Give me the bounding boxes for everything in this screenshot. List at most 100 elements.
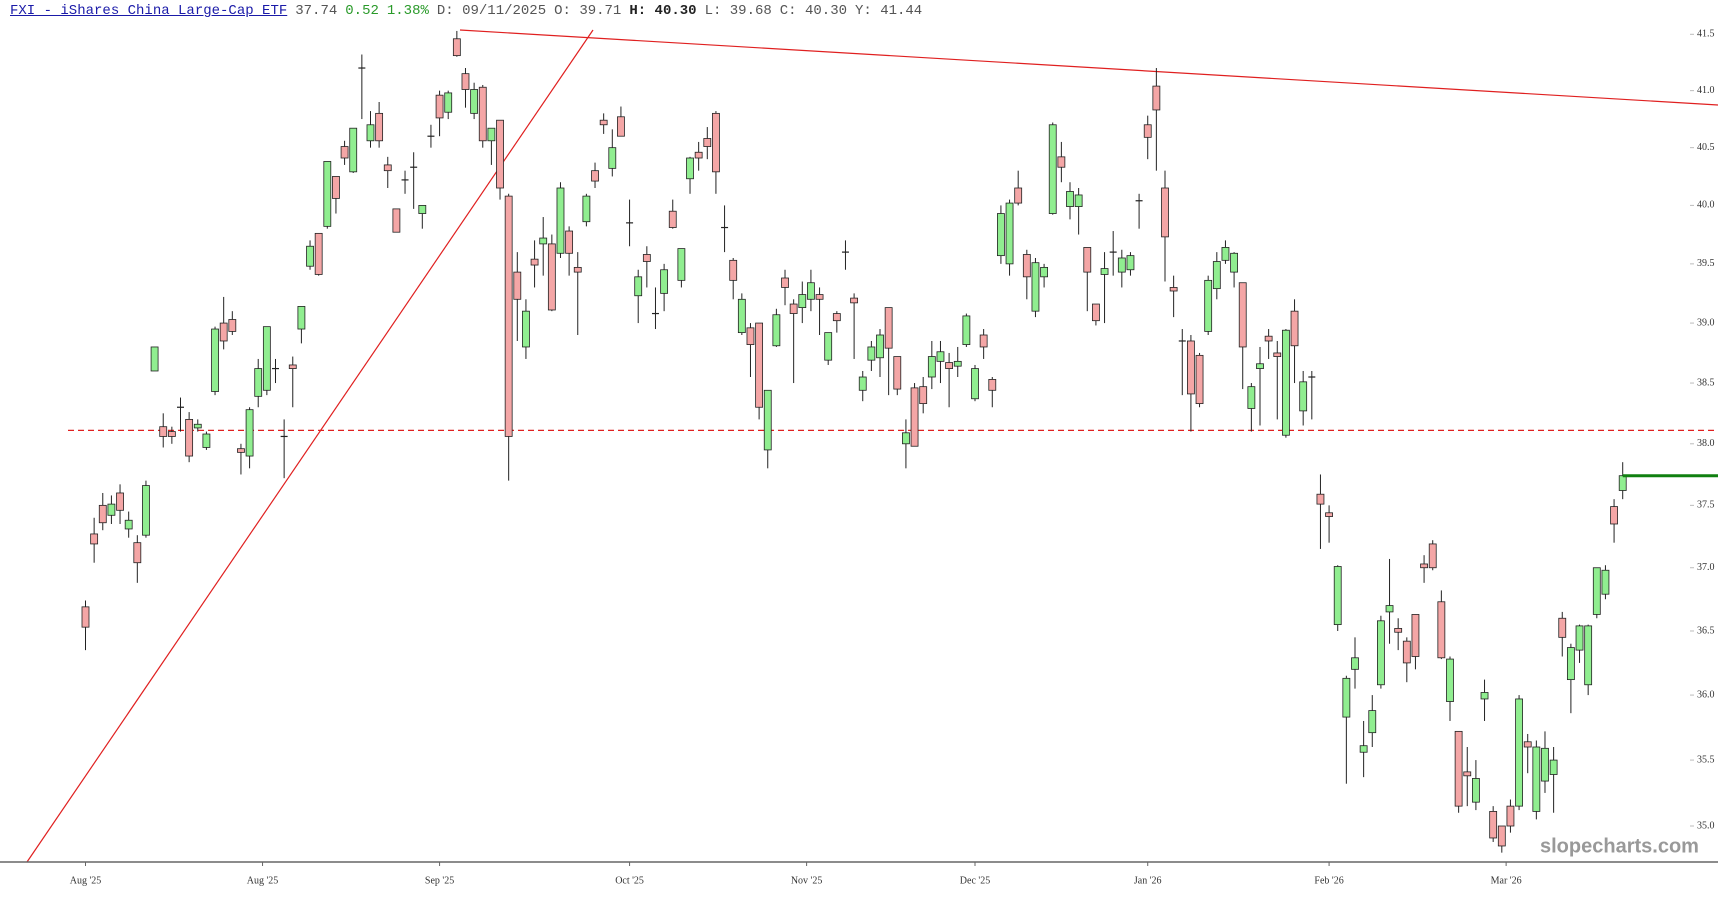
- candle-body: [1385, 605, 1394, 613]
- candle-body: [660, 269, 669, 294]
- x-tick-label: Jan '26: [1134, 875, 1162, 886]
- candle-body: [755, 322, 764, 408]
- candle-body: [1273, 352, 1282, 357]
- x-tick-label: Sep '25: [425, 875, 454, 886]
- candle-body: [323, 161, 332, 227]
- candle-body: [573, 266, 582, 273]
- candle-body: [262, 326, 271, 391]
- candle-body: [1325, 512, 1333, 517]
- x-tick-label: Aug '25: [247, 875, 279, 886]
- y-tick-label: 38.0: [1697, 438, 1715, 449]
- candle-body: [185, 418, 194, 457]
- candle-body: [1074, 194, 1083, 207]
- candle-body: [668, 210, 677, 228]
- candle-body: [884, 307, 893, 349]
- y-tick-label: 37.0: [1697, 562, 1715, 573]
- change-pct: 1.38%: [386, 3, 429, 19]
- candle-body: [1359, 745, 1368, 753]
- candle-body: [1299, 381, 1308, 412]
- candle-body: [789, 303, 798, 314]
- candle-body: [513, 271, 522, 300]
- candle-body: [1489, 811, 1498, 839]
- candle-body: [418, 205, 427, 214]
- candle-body: [1161, 187, 1169, 238]
- candle-body: [98, 504, 107, 524]
- candle-body: [90, 533, 99, 545]
- candle-body: [1256, 363, 1264, 369]
- watermark: slopecharts.com: [1540, 835, 1699, 857]
- quote-header: FXI - iShares China Large-Cap ETF 37.74 0.…: [10, 3, 930, 19]
- y-tick-label: 35.5: [1697, 754, 1715, 765]
- y-tick-label: 37.5: [1697, 500, 1715, 511]
- candle-body: [867, 346, 876, 361]
- y-tick-label: 41.0: [1697, 85, 1715, 96]
- open: O: 39.71: [554, 3, 622, 19]
- candle-body: [1506, 805, 1515, 827]
- candle-body: [798, 294, 807, 309]
- candle-body: [107, 503, 116, 516]
- candle-body: [193, 423, 202, 429]
- symbol-link[interactable]: FXI - iShares China Large-Cap ETF: [10, 3, 288, 19]
- candle-body: [1316, 493, 1325, 505]
- candle-body: [1264, 335, 1273, 342]
- candle-body: [1610, 506, 1618, 525]
- candle-body: [1238, 282, 1247, 348]
- candle-body: [608, 147, 617, 169]
- y-tick-label: 36.0: [1697, 689, 1715, 700]
- trendline: [26, 29, 594, 863]
- candle-body: [1221, 247, 1230, 261]
- candle-body: [1558, 617, 1567, 638]
- candle-body: [781, 277, 789, 288]
- candle-body: [1601, 569, 1610, 595]
- candle-body: [893, 356, 902, 390]
- y-tick-label: 39.0: [1697, 317, 1715, 328]
- candle-body: [1575, 625, 1584, 651]
- candle-body: [945, 362, 953, 369]
- candle-body: [452, 38, 461, 57]
- candle-body: [1247, 386, 1256, 409]
- y-tick-label: 36.5: [1697, 625, 1715, 636]
- candle-body: [997, 213, 1005, 257]
- low: L: 39.68: [704, 3, 772, 19]
- candle-body: [1454, 730, 1463, 807]
- candle-body: [979, 334, 988, 348]
- candle-body: [1290, 310, 1299, 347]
- candle-body: [1471, 778, 1480, 803]
- candle-body: [807, 282, 815, 300]
- candle-body: [1057, 156, 1066, 168]
- candle-body: [1187, 340, 1195, 395]
- candle-body: [1204, 279, 1213, 332]
- high-label: H:: [629, 3, 647, 19]
- candle-body: [634, 276, 643, 297]
- candle-body: [1022, 254, 1031, 278]
- date: D: 09/11/2025: [436, 3, 547, 19]
- high: H: 40.30: [629, 3, 696, 19]
- candle-body: [1092, 303, 1100, 322]
- candle-body: [435, 94, 444, 119]
- candle-body: [902, 432, 910, 445]
- trendline: [459, 29, 1718, 106]
- year: Y: 41.44: [855, 3, 923, 19]
- candle-body: [375, 112, 384, 142]
- candle-body: [1532, 746, 1541, 812]
- candle-body: [1333, 566, 1342, 626]
- candle-body: [1169, 287, 1178, 292]
- x-tick-label: Aug '25: [70, 875, 102, 886]
- candle-body: [124, 519, 133, 530]
- candle-body: [677, 248, 686, 281]
- candle-body: [1437, 601, 1446, 659]
- candle-body: [591, 170, 599, 182]
- candle-body: [478, 86, 487, 142]
- candle-body: [159, 426, 168, 437]
- y-tick-label: 41.5: [1697, 29, 1715, 40]
- high-value: 40.30: [654, 3, 697, 19]
- candle-body: [1618, 475, 1627, 491]
- last-price: 37.74: [295, 3, 338, 19]
- candle-body: [314, 232, 323, 275]
- candle-body: [219, 322, 228, 342]
- candle-body: [850, 297, 859, 304]
- candle-body: [565, 230, 574, 254]
- candle-body: [1342, 677, 1351, 718]
- candle-body: [522, 310, 530, 348]
